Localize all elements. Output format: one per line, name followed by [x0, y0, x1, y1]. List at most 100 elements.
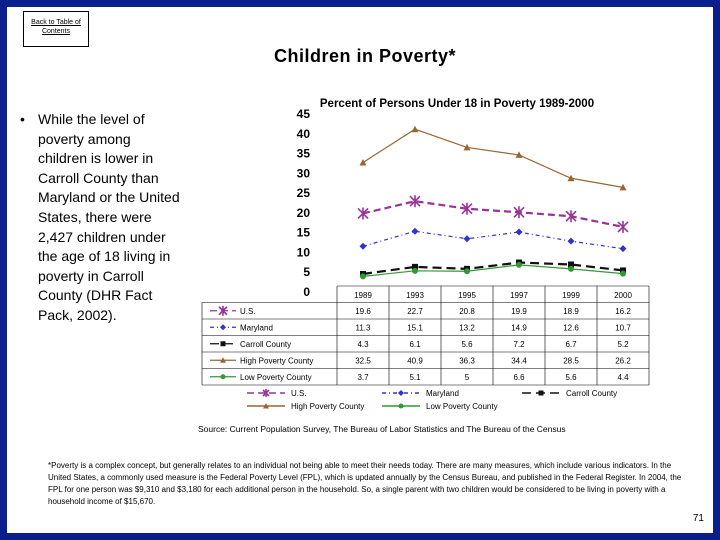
bullet-text: While the level of poverty among childre… — [38, 111, 180, 323]
bullet-point: • While the level of poverty among child… — [20, 110, 180, 326]
data-point — [567, 237, 575, 245]
y-tick-label: 10 — [297, 245, 311, 259]
legend-label: High Poverty County — [291, 402, 364, 411]
series-line — [362, 261, 624, 276]
page-number: 71 — [692, 513, 704, 524]
legend-marker — [398, 403, 404, 409]
data-label: 13.2 — [459, 323, 475, 332]
data-point — [411, 125, 419, 133]
back-to-toc-link[interactable]: Back to Table of Contents — [23, 11, 89, 47]
x-category-label: 1993 — [406, 291, 424, 300]
data-point — [359, 242, 367, 250]
y-tick-label: 35 — [297, 147, 311, 161]
legend-marker — [263, 403, 269, 409]
data-point — [513, 206, 525, 219]
data-label: 36.3 — [459, 356, 475, 365]
poverty-line-chart: Percent of Persons Under 18 in Poverty 1… — [201, 98, 650, 411]
legend-marker — [398, 390, 404, 396]
data-label: 22.7 — [407, 307, 423, 316]
data-label: 5.1 — [409, 373, 421, 382]
data-point — [360, 273, 366, 280]
data-point — [411, 227, 419, 235]
legend-marker — [538, 390, 544, 396]
data-point — [461, 202, 473, 215]
series-label: High Poverty County — [240, 356, 313, 365]
data-point — [357, 207, 369, 220]
chart-title: Percent of Persons Under 18 in Poverty 1… — [320, 98, 594, 110]
legend-marker — [262, 389, 270, 397]
data-point — [568, 261, 574, 268]
data-label: 4.4 — [617, 373, 629, 382]
data-point — [620, 267, 626, 274]
data-point — [619, 245, 627, 253]
legend-label: Carroll County — [566, 389, 617, 398]
table-legend-marker — [220, 341, 226, 347]
data-label: 6.6 — [513, 373, 525, 382]
data-label: 14.9 — [511, 323, 527, 332]
data-label: 7.2 — [513, 340, 525, 349]
data-label: 6.1 — [409, 340, 421, 349]
series-line — [362, 200, 624, 228]
data-label: 32.5 — [355, 356, 371, 365]
data-label: 40.9 — [407, 356, 423, 365]
data-label: 3.7 — [357, 373, 369, 382]
data-point — [565, 210, 577, 223]
x-category-label: 2000 — [614, 291, 632, 300]
series-label: Carroll County — [240, 340, 291, 349]
data-point — [568, 265, 574, 272]
data-label: 28.5 — [563, 356, 579, 365]
series-label: Maryland — [240, 323, 273, 332]
page-title: Children in Poverty* — [0, 46, 720, 67]
y-tick-label: 30 — [297, 166, 311, 180]
series-label: U.S. — [240, 307, 256, 316]
data-label: 19.6 — [355, 307, 371, 316]
data-label: 34.4 — [511, 356, 527, 365]
legend-label: U.S. — [291, 389, 307, 398]
data-label: 20.8 — [459, 307, 475, 316]
data-point — [515, 151, 523, 158]
data-point — [515, 228, 523, 236]
legend-label: Low Poverty County — [426, 402, 498, 411]
data-point — [412, 263, 418, 270]
data-point — [359, 158, 367, 166]
data-point — [464, 268, 470, 275]
table-legend-marker — [218, 305, 228, 316]
data-label: 5 — [465, 373, 470, 382]
data-label: 5.2 — [617, 340, 629, 349]
series-label: Low Poverty County — [240, 373, 312, 382]
x-category-label: 1989 — [354, 291, 372, 300]
series-line — [362, 128, 624, 188]
data-point — [463, 235, 471, 243]
footnote: *Poverty is a complex concept, but gener… — [48, 461, 682, 506]
y-tick-label: 40 — [297, 127, 311, 141]
data-label: 19.9 — [511, 307, 527, 316]
data-label: 10.7 — [615, 323, 631, 332]
y-tick-label: 45 — [297, 107, 311, 121]
data-label: 26.2 — [615, 356, 631, 365]
x-category-label: 1997 — [510, 291, 528, 300]
y-tick-label: 0 — [303, 285, 310, 299]
data-label: 11.3 — [356, 323, 372, 332]
data-point — [619, 183, 627, 191]
bullet-icon: • — [20, 111, 25, 127]
data-point — [463, 143, 471, 151]
data-label: 6.7 — [565, 340, 577, 349]
data-point — [412, 267, 418, 274]
data-label: 15.1 — [407, 323, 423, 332]
legend-label: Maryland — [426, 389, 459, 398]
data-label: 12.6 — [563, 323, 579, 332]
data-point — [617, 220, 629, 233]
y-tick-label: 25 — [297, 186, 311, 200]
table-legend-marker — [220, 374, 226, 380]
data-point — [567, 174, 575, 182]
series-line — [362, 264, 624, 277]
chart-container: Percent of Persons Under 18 in Poverty 1… — [192, 88, 707, 416]
data-point — [409, 195, 421, 208]
source-note: Source: Current Population Survey, The B… — [198, 424, 566, 434]
data-label: 4.3 — [357, 340, 369, 349]
series-line — [362, 230, 624, 250]
y-tick-label: 5 — [303, 265, 310, 279]
data-label: 5.6 — [461, 340, 473, 349]
y-tick-label: 20 — [297, 206, 311, 220]
table-legend-marker — [220, 324, 226, 331]
